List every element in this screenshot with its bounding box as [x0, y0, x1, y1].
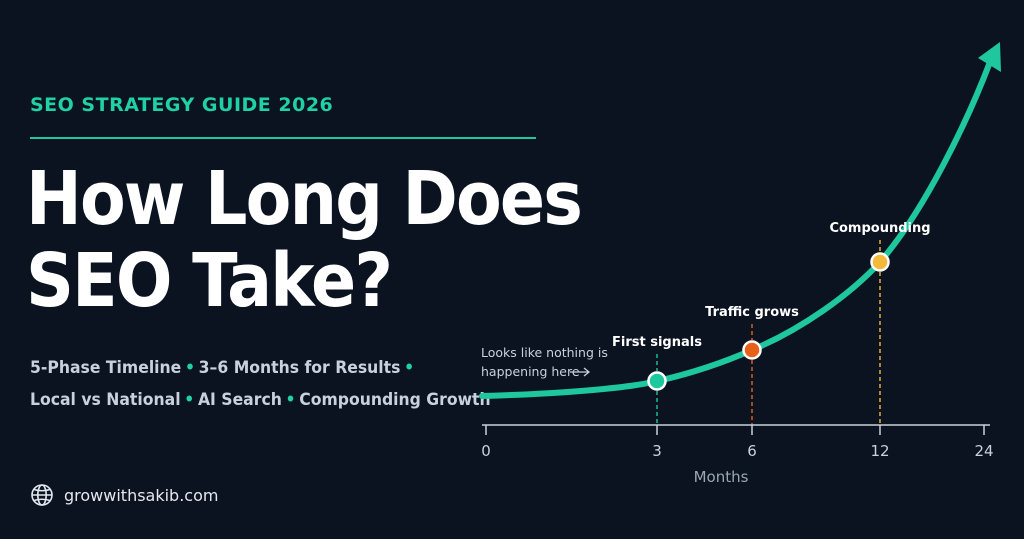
x-tick-label: 6 [747, 442, 757, 460]
milestone-point [742, 340, 762, 360]
x-axis: 0 3 6 12 24 [481, 424, 994, 460]
milestone-point [647, 371, 667, 391]
milestone-point [870, 252, 890, 272]
arrow-head-icon [978, 42, 1001, 72]
x-tick-label: 24 [974, 442, 993, 460]
tag-item: Local vs National [30, 390, 181, 410]
bullet-dot-icon: • [404, 358, 415, 378]
tag-item: 5-Phase Timeline [30, 358, 182, 378]
eyebrow-title: SEO STRATEGY GUIDE 2026 [30, 94, 334, 116]
growth-curve [479, 59, 993, 399]
tag-line-2: Local vs National • AI Search • Compounding … [30, 384, 491, 416]
tag-item: AI Search [197, 390, 282, 410]
annotation-text: happening here [481, 364, 580, 379]
x-tick-label: 0 [481, 442, 491, 460]
globe-icon [31, 484, 53, 506]
headline: How Long Does SEO Take? [26, 156, 583, 324]
topic-tags: 5-Phase Timeline • 3–6 Months for Results •… [30, 352, 491, 416]
annotation: Looks like nothing is happening here [481, 345, 608, 379]
footer: growwithsakib.com [30, 483, 218, 507]
headline-line-1: How Long Does [26, 156, 583, 242]
bullet-dot-icon: • [184, 358, 195, 378]
arrow-right-icon [570, 367, 591, 377]
bullet-dot-icon: • [285, 390, 296, 410]
x-axis-label: Months [694, 468, 749, 486]
tag-item: 3–6 Months for Results [198, 358, 401, 378]
website-url[interactable]: growwithsakib.com [64, 485, 219, 505]
x-tick-label: 12 [870, 442, 889, 460]
bullet-dot-icon: • [184, 390, 195, 410]
headline-line-2: SEO Take? [26, 238, 393, 324]
milestone-label: First signals [612, 335, 702, 350]
marker-guides [656, 240, 881, 425]
milestone-label: Traffic grows [705, 305, 799, 320]
milestone-label: Compounding [829, 221, 930, 236]
tag-item: Compounding Growth [299, 390, 491, 410]
tag-line-1: 5-Phase Timeline • 3–6 Months for Results • [30, 352, 462, 384]
title-divider [30, 137, 536, 139]
annotation-text: Looks like nothing is [481, 345, 608, 360]
x-tick-label: 3 [652, 442, 662, 460]
